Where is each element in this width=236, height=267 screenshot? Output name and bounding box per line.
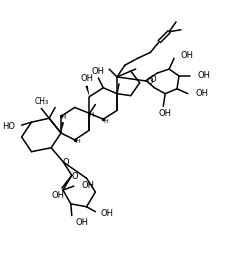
Text: H: H <box>104 119 109 124</box>
Text: OH: OH <box>196 89 209 98</box>
Text: OH: OH <box>80 74 93 83</box>
Text: OH: OH <box>159 109 172 118</box>
Polygon shape <box>61 122 64 133</box>
Text: O: O <box>63 158 69 167</box>
Text: OH: OH <box>51 191 64 201</box>
Text: OH: OH <box>92 66 105 76</box>
Text: CH₃: CH₃ <box>34 97 48 106</box>
Polygon shape <box>85 85 89 97</box>
Text: O: O <box>146 77 153 87</box>
Text: H: H <box>89 112 94 118</box>
Text: HO: HO <box>2 122 15 131</box>
Text: OH: OH <box>181 51 194 60</box>
Text: OH: OH <box>100 209 113 218</box>
Text: H: H <box>60 114 66 120</box>
Text: OH: OH <box>198 72 211 80</box>
Text: O: O <box>72 172 78 181</box>
Text: OH: OH <box>76 218 89 227</box>
Text: H: H <box>75 139 80 144</box>
Text: OH: OH <box>82 180 95 190</box>
Text: O: O <box>149 75 156 84</box>
